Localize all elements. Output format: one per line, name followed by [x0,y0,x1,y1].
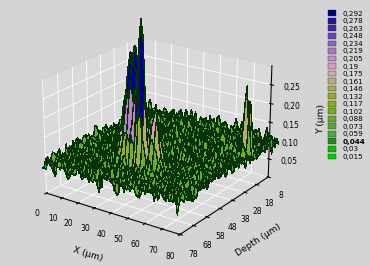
Legend: 0,292, 0,278, 0,263, 0,248, 0,234, 0,219, 0,205, 0,19, 0,175, 0,161, 0,146, 0,13: 0,292, 0,278, 0,263, 0,248, 0,234, 0,219… [327,9,366,161]
X-axis label: X (μm): X (μm) [72,245,104,263]
Y-axis label: Depth (μm): Depth (μm) [234,222,282,258]
